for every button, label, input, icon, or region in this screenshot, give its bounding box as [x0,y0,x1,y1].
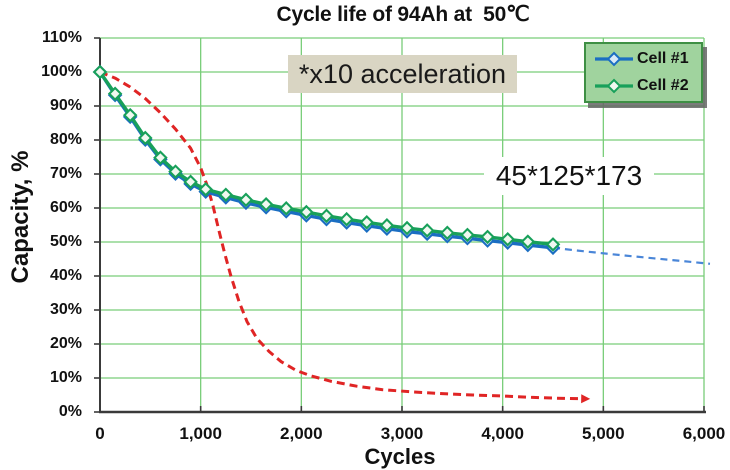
y-tick-label: 80% [49,131,82,148]
x-tick-label: 2,000 [280,424,323,443]
marker-diamond [92,64,108,80]
red-arrowhead-icon [581,394,591,404]
marker-diamond [440,225,455,241]
marker-diamond [183,174,198,190]
marker-diamond [122,107,138,123]
marker-diamond [399,220,415,236]
y-tick-label: 70% [49,165,82,182]
x-tick-label: 5,000 [582,424,625,443]
y-tick-label: 110% [41,29,82,46]
y-tick-label: 0% [58,403,82,420]
marker-diamond [419,223,435,238]
marker-diamond [168,164,183,179]
legend-label-cell1: Cell #1 [637,50,689,68]
y-tick-label: 40% [49,267,82,284]
legend-label-cell2: Cell #2 [637,76,689,94]
y-tick-label: 90% [49,97,82,114]
cell1-line-marker-icon [595,51,633,67]
x-tick-label: 1,000 [179,424,222,443]
marker-diamond [238,192,254,208]
marker-diamond [218,187,234,203]
y-tick-label: 20% [49,335,82,352]
acceleration-annotation: *x10 acceleration [288,55,517,93]
marker-diamond [258,196,274,212]
y-tick-label: 30% [49,301,82,318]
x-tick-label: 4,000 [481,424,524,443]
cell-dimensions-annotation: 45*125*173 [484,157,654,195]
series-line-x10-accelerated-projection [99,70,582,401]
marker-diamond [138,130,153,146]
marker-diamond [545,237,561,252]
x-tick-label: 0 [95,424,105,443]
marker-diamond [520,234,536,249]
x-axis-title: Cycles [364,444,436,469]
series-line-cell-1-extrapolation [552,246,711,265]
y-tick-label: 60% [49,199,82,216]
marker-diamond [359,214,375,230]
marker-diamond [500,231,515,247]
legend-item-cell2: Cell #2 [594,75,701,97]
cell2-line-marker-icon [595,78,633,94]
marker-diamond [379,218,395,233]
x-tick-label: 6,000 [682,424,726,443]
marker-diamond [299,204,314,220]
x-tick-label: 3,000 [380,424,424,443]
marker-diamond [480,229,495,245]
chart-title: Cycle life of 94Ah at 50℃ [276,3,530,26]
marker-diamond [198,182,213,197]
legend-item-cell1: Cell #1 [594,48,701,70]
y-tick-label: 100% [41,63,82,80]
legend: Cell #1 Cell #2 [584,42,703,103]
marker-diamond [460,227,475,243]
y-tick-label: 50% [49,233,82,250]
marker-diamond [107,86,123,102]
marker-diamond [319,208,334,224]
marker-diamond [153,150,168,165]
marker-diamond [278,201,294,216]
marker-diamond [339,211,354,227]
y-tick-label: 10% [49,369,82,386]
